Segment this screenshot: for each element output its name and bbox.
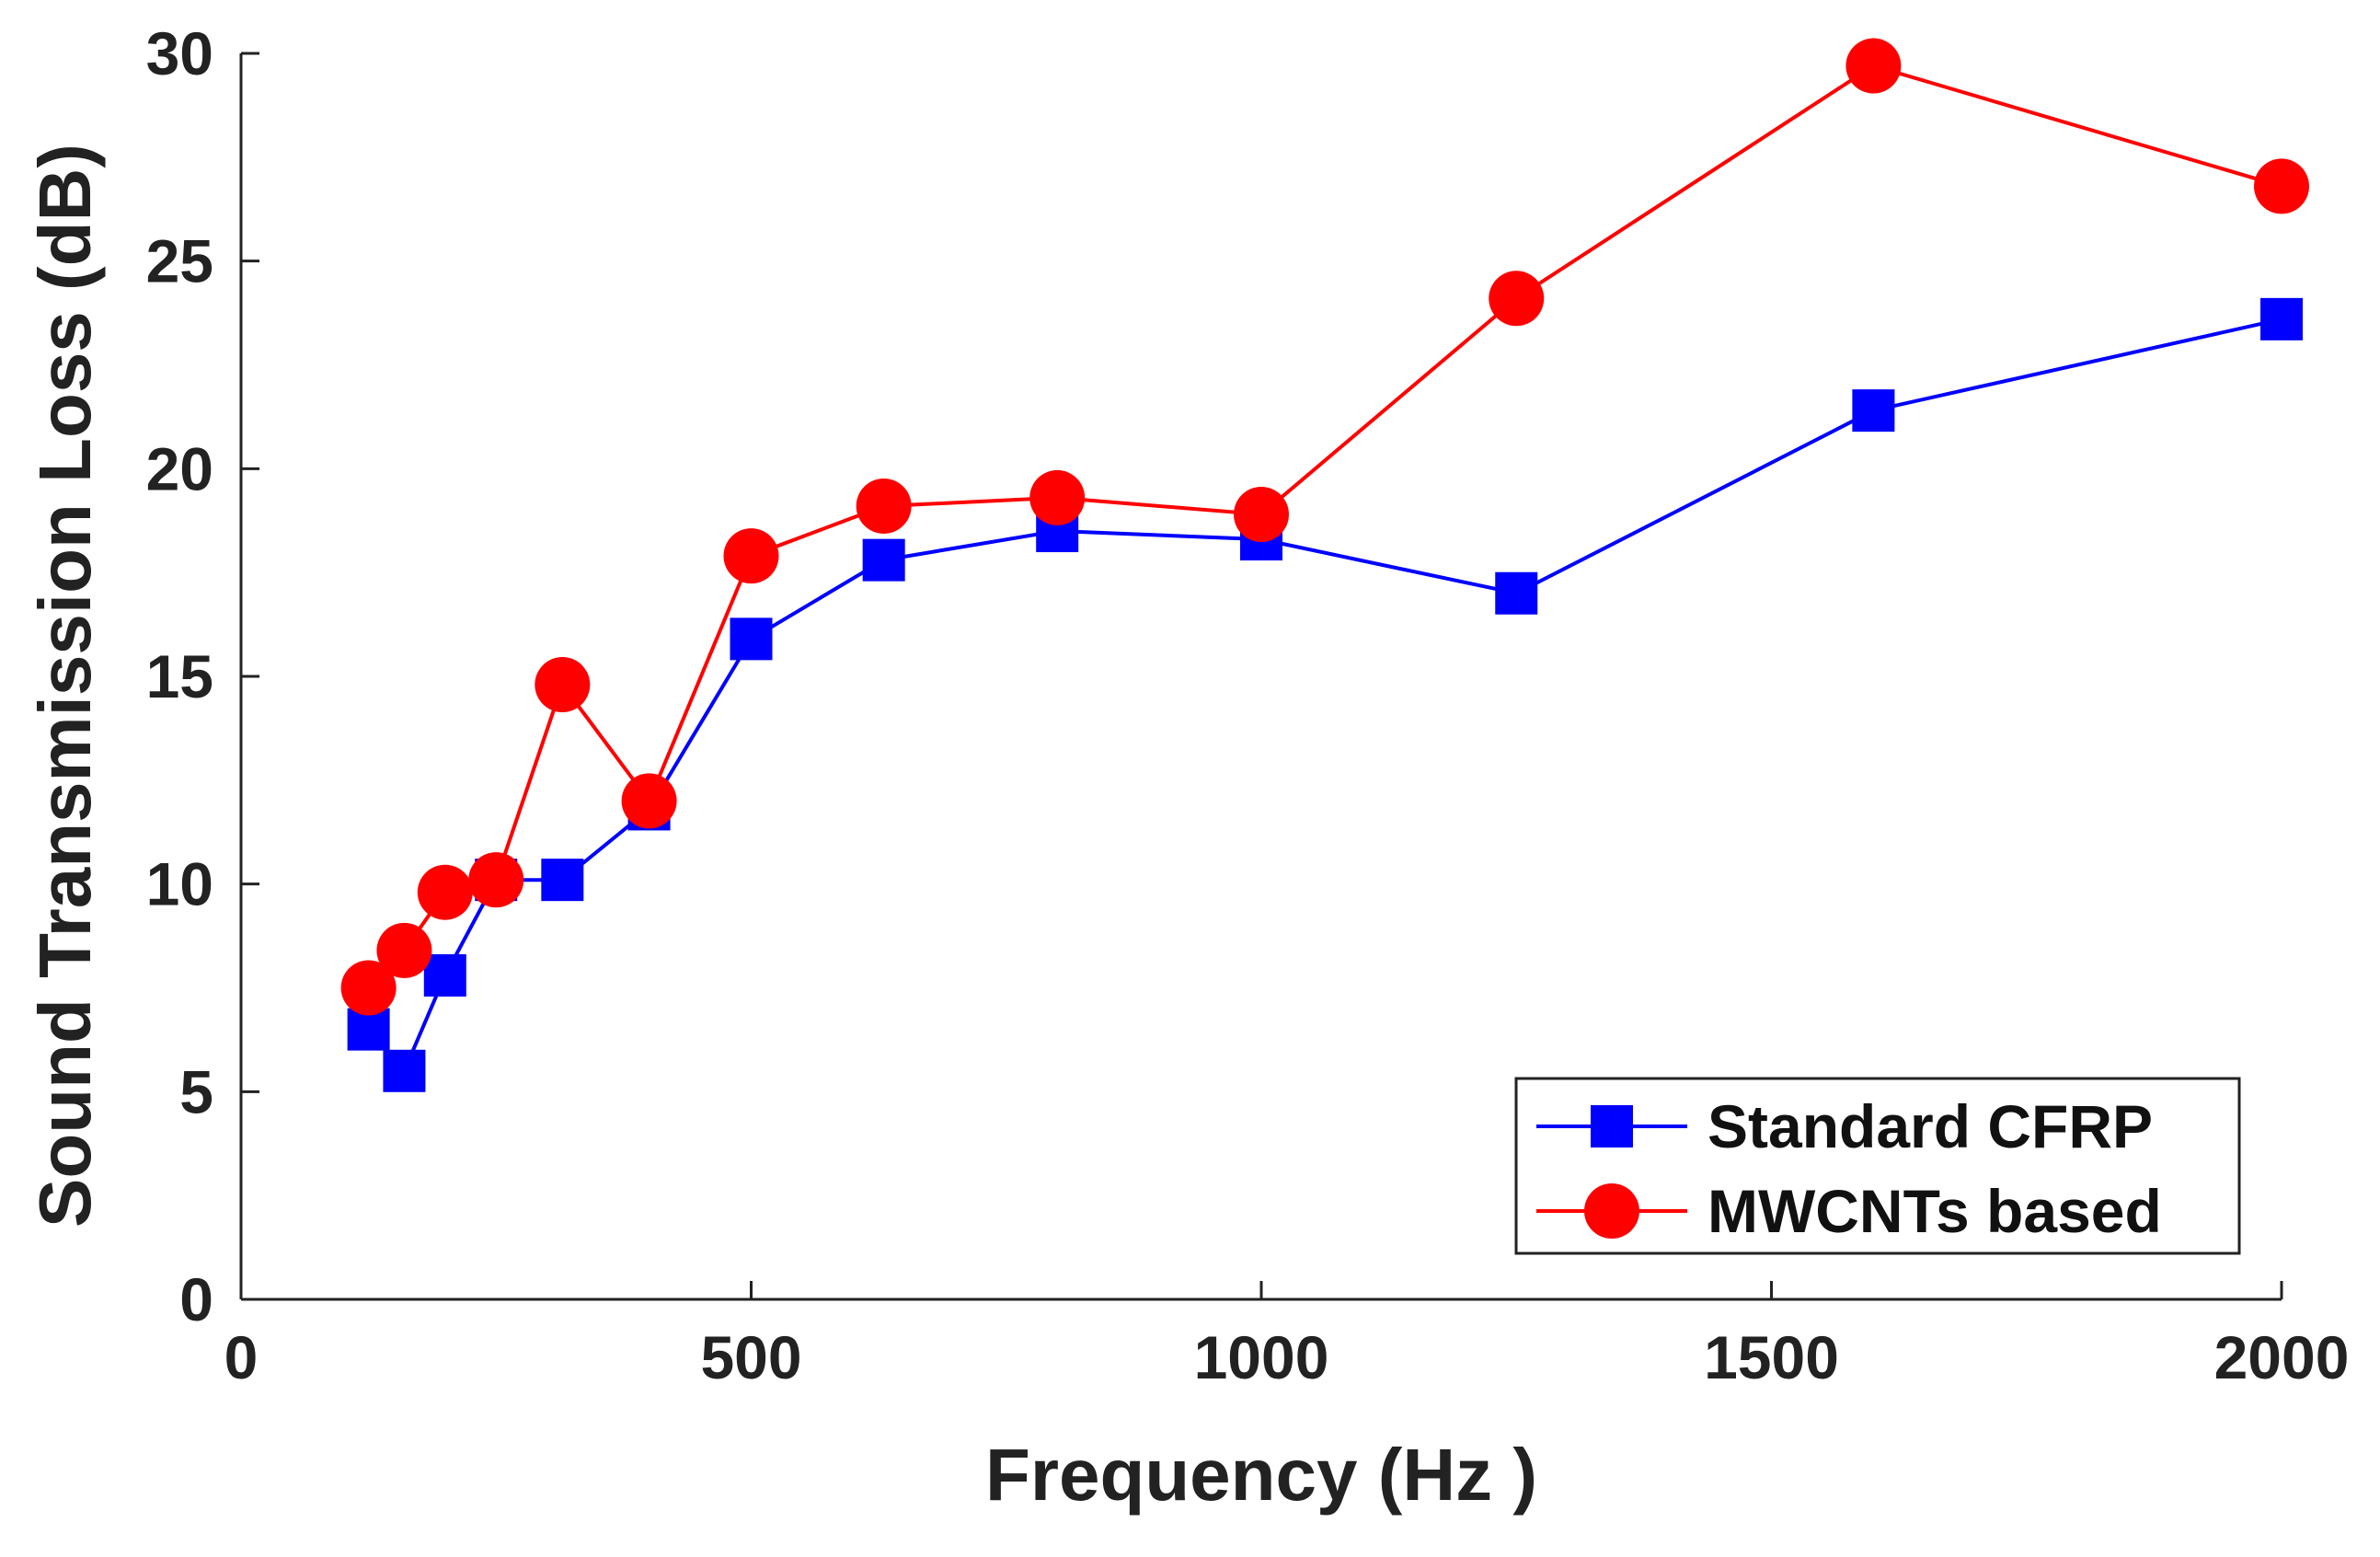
x-tick-label: 500	[700, 1323, 801, 1391]
data-point-standard-cfrp	[423, 953, 466, 997]
data-point-mwcnts-based	[417, 864, 473, 920]
data-point-standard-cfrp	[862, 538, 905, 582]
data-point-standard-cfrp	[541, 859, 584, 902]
series-line-mwcnts-based	[367, 63, 2282, 989]
data-point-standard-cfrp	[730, 617, 773, 661]
legend-entry-mwcnts-based: MWCNTs based	[1536, 1177, 2162, 1245]
x-tick-label: 2000	[2214, 1323, 2350, 1391]
data-point-standard-cfrp	[2260, 297, 2303, 340]
legend-label-mwcnts-based: MWCNTs based	[1707, 1177, 2162, 1245]
y-axis-title: Sound Transmission Loss (dB)	[24, 144, 106, 1228]
data-point-mwcnts-based	[2254, 158, 2309, 214]
x-tick-label: 1000	[1194, 1323, 1329, 1391]
data-point-mwcnts-based	[621, 773, 677, 829]
data-point-mwcnts-based	[1029, 469, 1086, 525]
data-point-mwcnts-based	[535, 657, 591, 713]
series-mwcnts-based	[340, 38, 2309, 1016]
x-tick-label: 0	[224, 1323, 259, 1391]
data-point-standard-cfrp	[383, 1049, 426, 1092]
legend-marker-standard-cfrp	[1591, 1105, 1633, 1148]
data-point-standard-cfrp	[1495, 571, 1538, 615]
data-point-mwcnts-based	[340, 960, 397, 1016]
data-point-mwcnts-based	[856, 478, 912, 534]
x-axis-title: Frequency (Hz )	[985, 1434, 1537, 1516]
data-point-mwcnts-based	[1234, 486, 1289, 542]
y-tick-label: 5	[179, 1057, 213, 1125]
series-standard-cfrp	[347, 297, 2303, 1092]
axes: 0 5 10 15 20 25 30 0 500 1000 1500 2000	[146, 19, 2350, 1391]
data-point-standard-cfrp	[1852, 389, 1895, 432]
legend-marker-mwcnts-based	[1584, 1183, 1639, 1239]
series-line-standard-cfrp	[367, 317, 2282, 1075]
y-tick-label: 10	[146, 850, 213, 918]
y-tick-label: 25	[146, 227, 213, 295]
data-point-mwcnts-based	[1845, 38, 1902, 94]
legend: Standard CFRP MWCNTs based	[1514, 1077, 2241, 1255]
legend-box	[1514, 1077, 2241, 1255]
y-tick-label: 0	[179, 1265, 213, 1333]
data-point-mwcnts-based	[468, 852, 524, 908]
x-tick-label: 1500	[1704, 1323, 1839, 1391]
legend-entry-standard-cfrp: Standard CFRP	[1536, 1092, 2153, 1160]
series-layer	[340, 38, 2309, 1092]
legend-label-standard-cfrp: Standard CFRP	[1707, 1092, 2153, 1160]
y-tick-label: 30	[146, 19, 213, 87]
data-point-mwcnts-based	[376, 922, 432, 978]
data-point-mwcnts-based	[1489, 271, 1545, 327]
data-point-mwcnts-based	[723, 528, 779, 584]
y-tick-label: 20	[146, 434, 213, 502]
y-tick-label: 15	[146, 642, 213, 710]
